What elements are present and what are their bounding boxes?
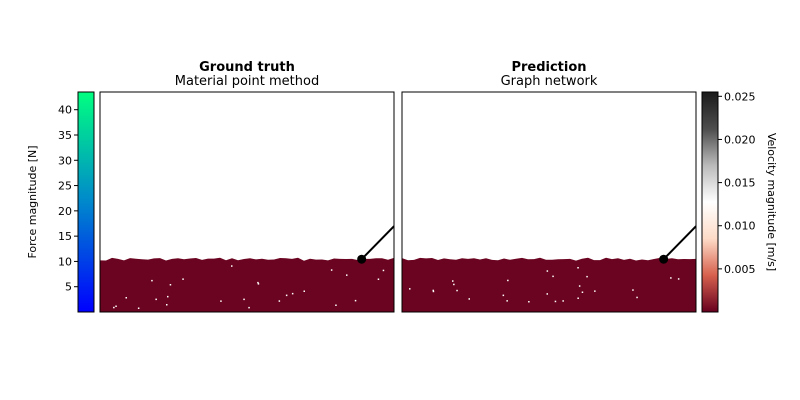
ground-truth-panel: Ground truth Material point method <box>99 60 395 313</box>
material-void <box>113 306 115 309</box>
material-void <box>452 280 454 282</box>
material-void <box>354 299 357 302</box>
material-particles <box>402 257 696 312</box>
material-void <box>115 305 117 307</box>
material-void <box>432 289 434 292</box>
prediction-material <box>402 257 696 312</box>
prediction-panel: Prediction Graph network <box>401 60 697 313</box>
material-void <box>248 306 250 309</box>
prediction-axes-frame <box>401 91 697 313</box>
material-void <box>377 278 380 280</box>
material-void <box>578 285 581 287</box>
material-void <box>155 298 157 301</box>
material-void <box>382 269 385 272</box>
prediction-rod <box>662 225 696 260</box>
material-void <box>330 269 333 271</box>
material-void <box>151 279 153 282</box>
force-colorbar-frame <box>77 91 95 313</box>
material-void <box>528 301 530 303</box>
material-void <box>468 298 470 300</box>
material-void <box>432 290 435 293</box>
velocity-colorbar-ticks: 0.005 0.010 0.015 0.020 0.025 <box>718 90 756 276</box>
material-void <box>285 294 288 297</box>
prediction-subtitle: Graph network <box>501 74 598 89</box>
force-tick-label: 20 <box>58 205 72 218</box>
ground-truth-title: Ground truth <box>199 60 295 75</box>
velocity-colorbar: 0.005 0.010 0.015 0.020 0.025 Velocity magni… <box>701 90 778 313</box>
force-tick-label: 5 <box>65 281 72 294</box>
material-void <box>507 279 509 282</box>
material-void <box>581 291 584 293</box>
ground-truth-probe <box>357 254 367 264</box>
ground-truth-rod <box>360 225 394 260</box>
material-void <box>594 290 596 292</box>
material-void <box>278 300 281 302</box>
material-void <box>546 293 548 295</box>
velocity-tick-label: 0.020 <box>724 133 756 146</box>
material-void <box>346 274 348 276</box>
material-void <box>577 267 579 269</box>
material-void <box>220 300 222 302</box>
material-void <box>137 307 140 309</box>
material-void <box>554 300 557 303</box>
material-void <box>552 275 554 278</box>
material-particles <box>100 257 394 312</box>
force-colorbar-ticks: 5 10 15 20 25 30 35 40 <box>58 104 78 294</box>
material-void <box>577 297 579 299</box>
material-void <box>586 275 588 278</box>
material-void <box>636 296 638 299</box>
prediction-probe <box>659 254 669 264</box>
material-void <box>335 304 337 306</box>
material-void <box>257 281 259 284</box>
material-void <box>291 292 294 295</box>
material-void <box>506 300 508 302</box>
force-tick-label: 25 <box>58 180 72 193</box>
material-void <box>303 290 305 292</box>
force-colorbar-label: Force magnitude [N] <box>26 145 39 258</box>
ground-truth-material <box>100 257 394 312</box>
material-void <box>677 278 680 280</box>
material-void <box>166 304 168 306</box>
material-void <box>562 300 564 302</box>
material-void <box>231 265 233 267</box>
force-tick-label: 30 <box>58 154 72 167</box>
ground-truth-axes-frame <box>99 91 395 313</box>
velocity-tick-label: 0.015 <box>724 177 756 190</box>
material-void <box>257 283 260 285</box>
ground-truth-subtitle: Material point method <box>175 74 319 89</box>
material-void <box>182 278 184 280</box>
material-void <box>125 297 127 299</box>
material-void <box>409 288 411 290</box>
force-tick-label: 40 <box>58 104 72 117</box>
force-colorbar: 5 10 15 20 25 30 35 40 Force magnitude [N] <box>26 91 95 313</box>
material-void <box>502 294 505 297</box>
velocity-tick-label: 0.025 <box>724 90 756 103</box>
material-void <box>453 283 455 286</box>
material-void <box>243 298 245 301</box>
velocity-colorbar-label: Velocity magnitude [m/s] <box>765 133 778 271</box>
velocity-colorbar-fill <box>702 92 718 312</box>
force-tick-label: 15 <box>58 230 72 243</box>
material-void <box>670 277 672 279</box>
velocity-colorbar-frame <box>701 91 719 313</box>
velocity-tick-label: 0.005 <box>724 263 756 276</box>
force-tick-label: 35 <box>58 129 72 142</box>
material-void <box>169 284 172 286</box>
material-void <box>632 289 634 291</box>
force-tick-label: 10 <box>58 255 72 268</box>
prediction-title: Prediction <box>511 60 586 75</box>
material-void <box>456 289 458 292</box>
force-colorbar-fill <box>78 92 94 312</box>
material-void <box>546 270 549 272</box>
velocity-tick-label: 0.010 <box>724 220 756 233</box>
material-void <box>167 295 169 298</box>
